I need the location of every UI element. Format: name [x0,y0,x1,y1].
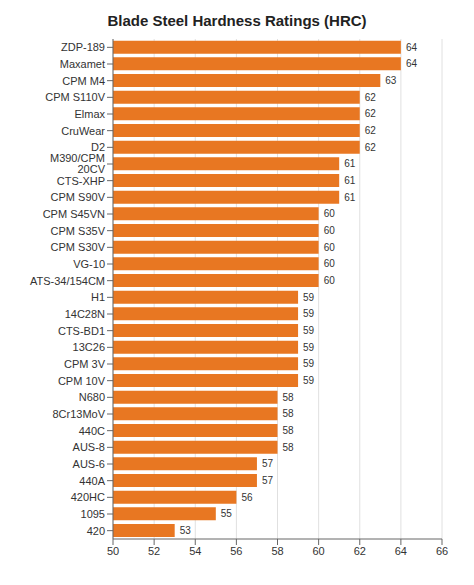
svg-text:420: 420 [87,525,105,537]
svg-text:60: 60 [324,258,336,269]
svg-text:60: 60 [324,242,336,253]
svg-text:56: 56 [230,545,242,557]
svg-text:CPM S110V: CPM S110V [45,91,105,103]
svg-text:CPM S35V: CPM S35V [51,225,106,237]
svg-text:CPM S90V: CPM S90V [51,191,106,203]
svg-text:VG-10: VG-10 [73,258,105,270]
svg-text:8Cr13MoV: 8Cr13MoV [52,408,105,420]
svg-text:M390/CPM20CV: M390/CPM20CV [50,152,106,175]
svg-text:AUS-6: AUS-6 [73,458,105,470]
svg-text:60: 60 [324,208,336,219]
svg-text:59: 59 [303,358,315,369]
svg-text:50: 50 [107,545,119,557]
svg-text:CPM M4: CPM M4 [62,75,105,87]
svg-text:14C28N: 14C28N [65,308,105,320]
svg-text:440C: 440C [79,425,105,437]
svg-text:H1: H1 [91,291,105,303]
svg-text:60: 60 [324,225,336,236]
svg-text:CPM 10V: CPM 10V [58,375,106,387]
svg-text:64: 64 [406,42,418,53]
svg-text:62: 62 [365,125,377,136]
svg-text:52: 52 [148,545,160,557]
svg-text:59: 59 [303,325,315,336]
svg-text:66: 66 [436,545,448,557]
svg-text:CTS-BD1: CTS-BD1 [58,325,105,337]
svg-text:Elmax: Elmax [74,108,105,120]
svg-text:CPM 3V: CPM 3V [64,358,106,370]
svg-text:62: 62 [365,108,377,119]
svg-text:58: 58 [271,545,283,557]
svg-text:CruWear: CruWear [61,125,105,137]
svg-text:61: 61 [344,175,356,186]
svg-text:64: 64 [395,545,407,557]
svg-text:64: 64 [406,58,418,69]
svg-text:60: 60 [324,275,336,286]
svg-text:58: 58 [283,425,295,436]
svg-text:62: 62 [354,545,366,557]
svg-text:CTS-XHP: CTS-XHP [57,175,105,187]
svg-text:59: 59 [303,292,315,303]
svg-text:60: 60 [313,545,325,557]
svg-text:ATS-34/154CM: ATS-34/154CM [30,275,105,287]
svg-text:57: 57 [262,458,274,469]
svg-text:ZDP-189: ZDP-189 [61,41,105,53]
svg-text:420HC: 420HC [71,491,105,503]
svg-text:59: 59 [303,308,315,319]
svg-text:61: 61 [344,192,356,203]
svg-text:53: 53 [180,525,192,536]
html-text:Blade Steel Hardness Ratings (: Blade Steel Hardness Ratings (HRC) [107,12,367,29]
svg-text:D2: D2 [90,141,105,154]
svg-text:59: 59 [303,375,315,386]
svg-text:62: 62 [365,142,377,153]
svg-text:58: 58 [283,392,295,403]
svg-text:1095: 1095 [81,508,105,520]
svg-text:61: 61 [344,158,356,169]
svg-text:Maxamet: Maxamet [60,58,105,70]
svg-text:59: 59 [303,342,315,353]
svg-text:AUS-8: AUS-8 [73,441,105,453]
svg-text:13C26: 13C26 [73,341,105,353]
svg-text:58: 58 [283,408,295,419]
svg-text:56: 56 [241,492,253,503]
svg-text:63: 63 [385,75,397,86]
svg-text:62: 62 [365,92,377,103]
svg-text:440A: 440A [79,475,105,487]
svg-text:N680: N680 [79,391,105,403]
svg-text:57: 57 [262,475,274,486]
svg-text:54: 54 [189,545,201,557]
svg-text:58: 58 [283,442,295,453]
svg-text:CPM S30V: CPM S30V [51,241,106,253]
svg-text:CPM S45VN: CPM S45VN [43,208,105,220]
svg-text:55: 55 [221,508,233,519]
